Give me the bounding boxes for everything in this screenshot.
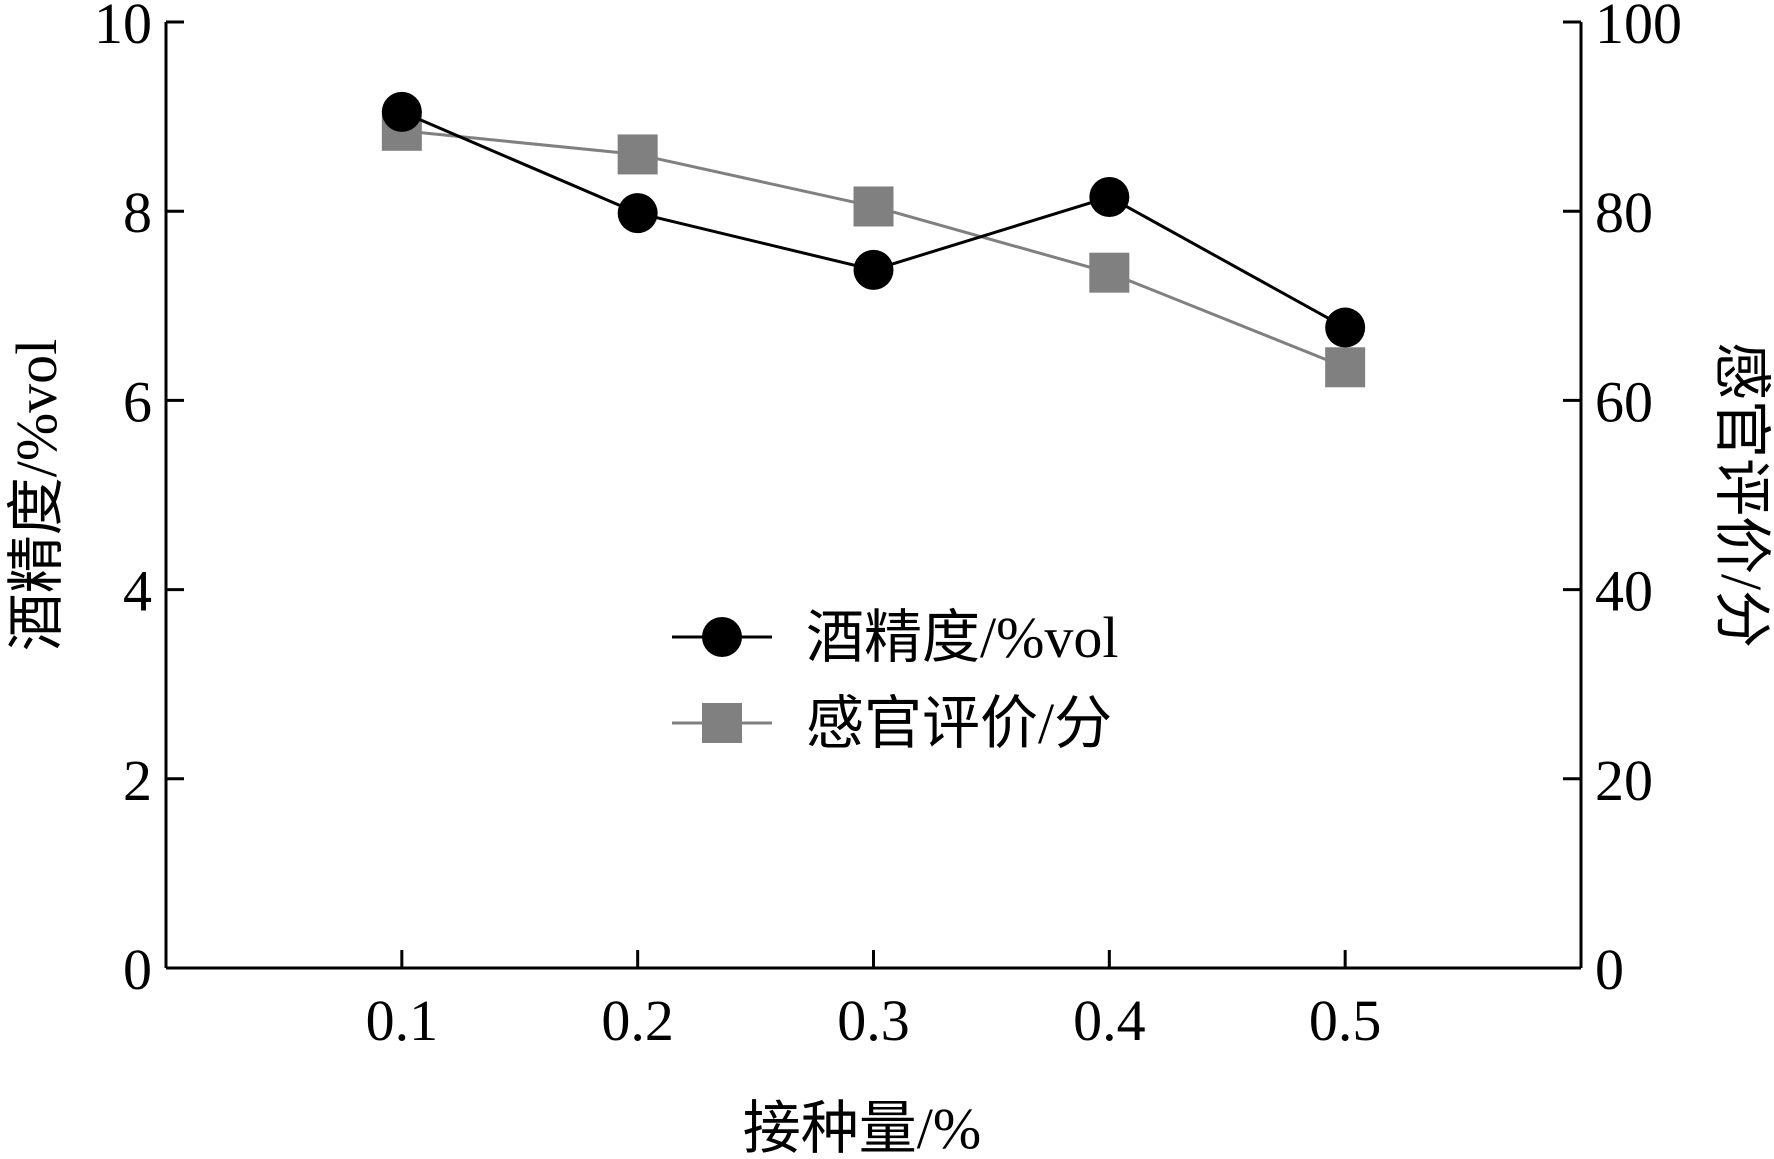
left-tick-label: 4 — [123, 559, 152, 624]
left-axis-label: 酒精度/%vol — [4, 339, 69, 652]
left-axis-ticks: 0 2 4 6 8 10 — [94, 0, 184, 1002]
left-tick-label: 6 — [123, 369, 152, 434]
point-sensory — [1089, 252, 1130, 293]
legend-label-sensory: 感官评价/分 — [806, 691, 1112, 756]
point-alcohol — [853, 249, 894, 290]
right-tick-label: 20 — [1595, 748, 1653, 813]
right-axis-label: 感官评价/分 — [1709, 342, 1774, 648]
right-tick-label: 100 — [1595, 0, 1682, 56]
left-tick-label: 2 — [123, 748, 152, 813]
x-tick-label: 0.2 — [601, 988, 674, 1053]
left-tick-label: 0 — [123, 937, 152, 1002]
legend: 酒精度/%vol 感官评价/分 — [672, 605, 1119, 756]
point-sensory — [617, 134, 658, 175]
right-tick-label: 80 — [1595, 180, 1653, 245]
legend-marker-alcohol — [702, 617, 742, 657]
right-axis-ticks: 0 20 40 60 80 100 — [1563, 0, 1682, 1002]
legend-marker-sensory — [702, 703, 742, 743]
right-tick-label: 40 — [1595, 559, 1653, 624]
left-tick-label: 10 — [94, 0, 152, 56]
series-layer — [381, 91, 1366, 388]
point-alcohol — [1325, 307, 1366, 348]
left-tick-label: 8 — [123, 180, 152, 245]
x-tick-label: 0.4 — [1073, 988, 1146, 1053]
x-tick-label: 0.3 — [837, 988, 910, 1053]
plot-area — [164, 22, 1583, 970]
point-alcohol — [617, 193, 658, 234]
x-axis-ticks: 0.1 0.2 0.3 0.4 0.5 — [366, 950, 1382, 1053]
x-tick-label: 0.5 — [1309, 988, 1382, 1053]
point-alcohol — [381, 91, 422, 132]
x-axis-label: 接种量/% — [743, 1096, 981, 1159]
right-tick-label: 0 — [1595, 937, 1624, 1002]
legend-label-alcohol: 酒精度/%vol — [806, 605, 1119, 670]
right-tick-label: 60 — [1595, 369, 1653, 434]
x-tick-label: 0.1 — [366, 988, 439, 1053]
point-alcohol — [1089, 177, 1130, 218]
point-sensory — [1325, 347, 1366, 388]
point-sensory — [853, 186, 894, 227]
